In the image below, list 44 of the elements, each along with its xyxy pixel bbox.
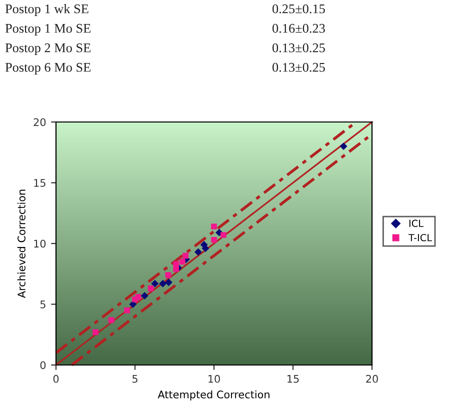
- x-tick-label: 10: [208, 374, 220, 383]
- point: [182, 252, 188, 259]
- x-tick-label: 0: [53, 374, 59, 383]
- text: 0.13±0.25: [272, 62, 325, 72]
- point: [211, 236, 217, 243]
- y-tick-label: 10: [34, 240, 46, 248]
- text: Postop 6 Mo SE: [5, 62, 90, 74]
- point: [165, 278, 172, 286]
- x-tick-label: 5: [132, 375, 138, 383]
- point: [141, 292, 148, 300]
- text: 0.16±0.23: [272, 24, 325, 33]
- point: [216, 229, 223, 236]
- y-tick-label: 15: [34, 179, 46, 187]
- text: Postop 1 Mo SE: [5, 24, 90, 36]
- point: [220, 232, 226, 238]
- point: [151, 280, 158, 288]
- legend-label: ICL: [409, 220, 424, 228]
- x-tick-label: 15: [288, 375, 299, 383]
- x-tick-label: 20: [366, 374, 378, 383]
- y-tick-label: 5: [40, 300, 46, 308]
- point: [173, 261, 179, 268]
- point: [173, 266, 179, 272]
- point: [194, 248, 202, 256]
- text: Postop 2 Mo SE: [5, 43, 90, 55]
- point: [179, 258, 186, 265]
- point: [130, 300, 136, 308]
- y-axis-title: Archieved Correction: [17, 190, 26, 298]
- legend-label: T-ICL: [408, 234, 432, 242]
- point: [340, 142, 348, 150]
- text: Postop 1 wk SE: [5, 4, 88, 16]
- point: [165, 272, 172, 278]
- point: [92, 329, 98, 336]
- y-tick-label: 0: [40, 361, 46, 370]
- y-tick-label: 20: [34, 118, 46, 126]
- point: [159, 280, 166, 288]
- point: [211, 224, 217, 230]
- text: 0.13±0.25: [272, 43, 325, 52]
- point: [202, 244, 209, 252]
- x-axis-title: Attempted Correction: [158, 390, 270, 400]
- point: [135, 294, 142, 300]
- point: [108, 317, 114, 323]
- point: [148, 286, 154, 292]
- text: 0.25±0.15: [272, 4, 325, 14]
- point: [124, 307, 130, 314]
